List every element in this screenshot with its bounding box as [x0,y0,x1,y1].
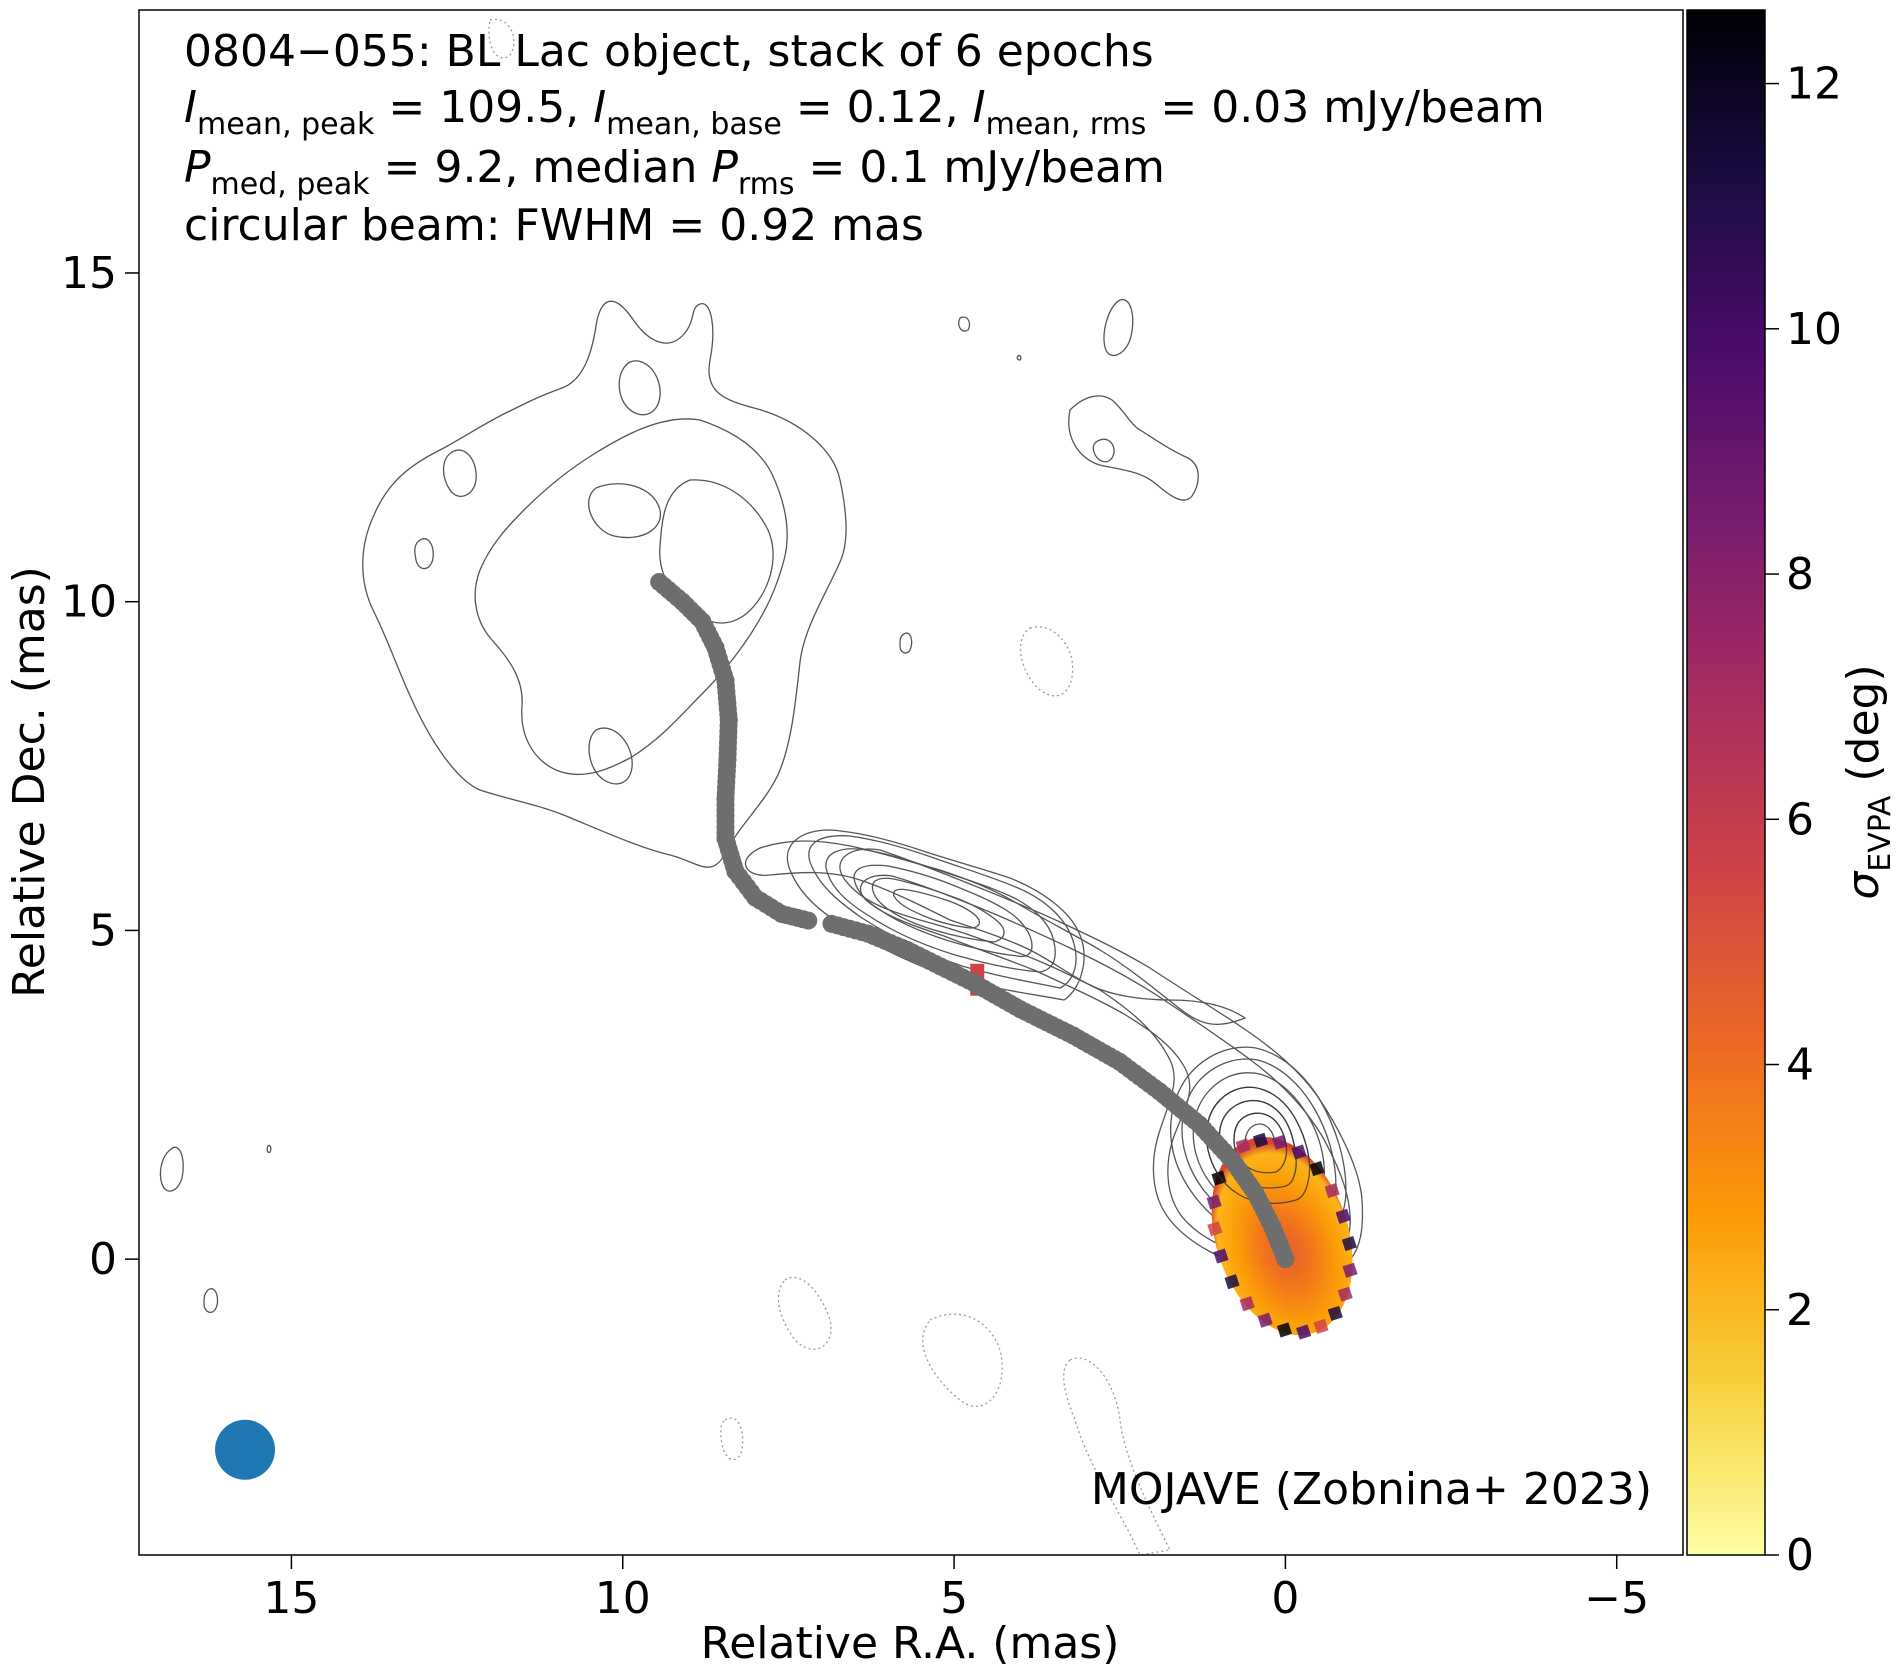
polarization-pixel [1276,1322,1293,1338]
polarization-pixel [1272,1134,1288,1150]
colorbar [1686,9,1766,1556]
polarization-pixel [1252,1132,1269,1148]
plot-frame [138,9,1684,1556]
x-axis-label: Relative R.A. (mas) [701,1618,1120,1669]
y-tick-label: 15 [61,248,117,299]
colorbar-tick-label: 6 [1786,794,1814,845]
polarization-pixel [1213,1248,1229,1264]
polarization-pixel [1224,1274,1240,1290]
ridgeline [650,572,1295,1269]
colorbar-ticks: 0 2 4 6 8 10 12 [1765,59,1842,1581]
x-tick-label: 15 [263,1573,319,1624]
ridgeline-point [1276,1250,1295,1269]
colorbar-tick-label: 12 [1786,59,1842,110]
colorbar-tick-label: 2 [1786,1285,1814,1336]
ridgeline-point [799,911,818,930]
y-tick-label: 10 [61,577,117,628]
plot-content [159,18,1364,1555]
colorbar-tick-label: 4 [1786,1040,1814,1091]
y-axis-ticks: 0 5 10 15 [61,248,139,1285]
negative-contours [488,18,1171,1555]
x-tick-label: 10 [595,1573,651,1624]
plot-area [139,10,1683,1555]
polarization-pixel [1206,1194,1222,1210]
x-tick-label: 0 [1271,1573,1299,1624]
beam-ellipse [215,1419,276,1480]
colorbar-tick-label: 10 [1786,304,1842,355]
colorbar-tick-label: 0 [1786,1530,1814,1581]
polarization-pixel [1257,1312,1273,1328]
info-line-title: 0804−055: BL Lac object, stack of 6 epoc… [184,26,1154,77]
y-axis-label: Relative Dec. (mas) [4,566,55,998]
info-text: 0804−055: BL Lac object, stack of 6 epoc… [184,26,1545,251]
x-axis-ticks: 15 10 5 0 −5 [263,1555,1649,1624]
polarization-pixel [1207,1221,1223,1237]
info-line-polarization: Pmed, peak = 9.2, median Prms = 0.1 mJy/… [184,142,1165,202]
y-tick-label: 0 [89,1234,117,1285]
polarization-pixel [1235,1138,1251,1154]
colorbar-tick-label: 8 [1786,549,1814,600]
polarization-pixel [1337,1286,1353,1302]
polarization-pixel [1313,1318,1329,1334]
info-line-beam: circular beam: FWHM = 0.92 mas [184,200,924,251]
colorbar-label: σEVPA (deg) [1838,664,1896,899]
polarization-pixel [1341,1236,1357,1252]
polarization-pixel [1239,1296,1255,1312]
polarization-pixel [1342,1262,1358,1278]
polarization-pixel [1335,1208,1351,1224]
polarization-pixel [1324,1183,1340,1199]
credit-text: MOJAVE (Zobnina+ 2023) [1091,1464,1652,1515]
polarization-pixel [1327,1305,1343,1321]
x-tick-label: −5 [1584,1573,1649,1624]
polarization-pixel [1309,1161,1325,1177]
info-line-intensity: Imean, peak = 109.5, Imean, base = 0.12,… [184,82,1545,142]
x-tick-label: 5 [940,1573,968,1624]
intensity-contours [159,299,1364,1313]
y-tick-label: 5 [89,905,117,956]
polarization-pixel [1296,1324,1312,1340]
